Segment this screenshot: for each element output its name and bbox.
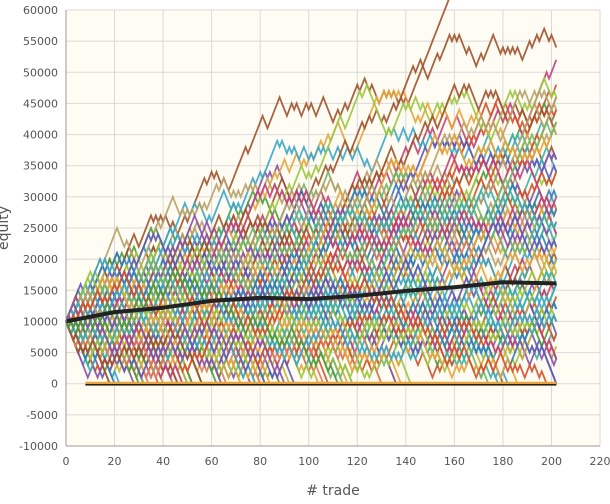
- y-tick-label-10: 40000: [23, 129, 58, 142]
- x-tick-label-5: 100: [298, 455, 319, 468]
- x-tick-label-6: 120: [347, 455, 368, 468]
- y-tick-label-12: 50000: [23, 66, 58, 79]
- y-tick-label-11: 45000: [23, 97, 58, 110]
- x-tick-label-1: 20: [108, 455, 122, 468]
- x-tick-label-10: 200: [541, 455, 562, 468]
- x-tick-label-2: 40: [156, 455, 170, 468]
- y-tick-labels: -10000 -5000 0 5000 10000 15000 20000 25000 3000…: [19, 4, 58, 453]
- x-tick-labels: 0 20 40 60 80 100 120 140 160 180 200 220: [63, 455, 610, 468]
- x-tick-label-8: 160: [444, 455, 465, 468]
- x-tick-label-9: 180: [492, 455, 513, 468]
- y-tick-label-0: -10000: [19, 440, 58, 453]
- y-tick-label-4: 10000: [23, 315, 58, 328]
- x-tick-label-7: 140: [395, 455, 416, 468]
- y-tick-label-3: 5000: [30, 347, 58, 360]
- x-tick-label-3: 60: [205, 455, 219, 468]
- y-tick-label-2: 0: [51, 378, 58, 391]
- y-tick-label-13: 55000: [23, 35, 58, 48]
- y-axis-label: equity: [0, 206, 12, 250]
- x-tick-label-0: 0: [63, 455, 70, 468]
- y-tick-label-6: 20000: [23, 253, 58, 266]
- y-tick-label-14: 60000: [23, 4, 58, 17]
- y-tick-label-9: 35000: [23, 160, 58, 173]
- y-tick-label-5: 15000: [23, 284, 58, 297]
- y-tick-label-1: -5000: [26, 409, 58, 422]
- x-tick-label-4: 80: [253, 455, 267, 468]
- y-tick-label-7: 25000: [23, 222, 58, 235]
- x-axis-label: # trade: [306, 483, 360, 499]
- x-tick-label-11: 220: [590, 455, 610, 468]
- y-tick-label-8: 30000: [23, 191, 58, 204]
